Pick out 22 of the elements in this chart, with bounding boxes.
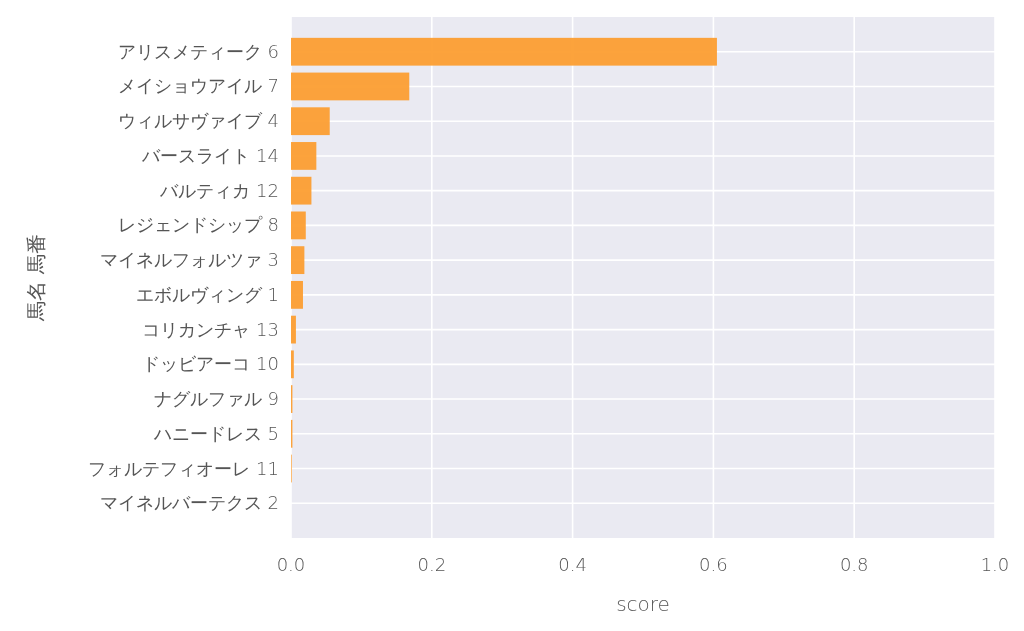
y-tick-label: フォルテフィオーレ 11 — [88, 457, 279, 479]
y-tick-label: アリスメティーク 6 — [117, 40, 279, 62]
y-tick-label: メイショウアイル 7 — [117, 75, 279, 97]
y-tick-label: レジェンドシップ 8 — [117, 214, 279, 236]
y-tick-label: バースライト 14 — [141, 144, 279, 166]
x-tick-label: 0.2 — [417, 554, 447, 575]
y-tick-label: ドッビアーコ 10 — [142, 353, 279, 375]
x-axis-title: score — [616, 592, 670, 616]
x-tick-label: 0.6 — [699, 554, 728, 575]
y-axis-title: 馬名 馬番 — [24, 234, 48, 322]
x-tick-label: 0.8 — [839, 554, 869, 575]
y-tick-label: バルティカ 12 — [159, 179, 279, 201]
x-tick-label: 0.4 — [558, 554, 587, 575]
y-tick-label: ナグルファル 9 — [153, 388, 279, 410]
y-tick-label: マイネルフォルツァ 3 — [99, 249, 279, 271]
y-tick-label: ハニードレス 5 — [152, 422, 279, 444]
x-tick-label: 0.0 — [276, 554, 306, 575]
y-tick-label: ウィルサヴァイブ 4 — [117, 110, 279, 132]
y-tick-label: エボルヴィング 1 — [135, 283, 279, 305]
x-tick-label: 1.0 — [980, 554, 1010, 575]
y-tick-label: コリカンチャ 13 — [142, 318, 279, 340]
y-tick-label: マイネルバーテクス 2 — [99, 492, 279, 514]
